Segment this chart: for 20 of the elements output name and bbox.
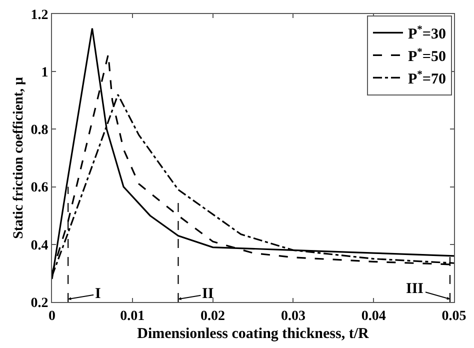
annotation: I xyxy=(95,286,101,302)
legend-label: P$^{*}$=30 xyxy=(408,24,446,43)
y-tick-label: 1 xyxy=(41,66,48,80)
x-tick-label: 0 xyxy=(48,308,56,324)
legend-label: P$^{*}$=50 xyxy=(408,46,446,66)
x-tick-label: 0.05 xyxy=(442,308,466,324)
annotation: II xyxy=(202,286,214,302)
x-axis-title: Dimensionless coating thickness, t/R xyxy=(137,326,370,342)
y-tick-label: 1.2 xyxy=(30,8,48,23)
y-tick-label: 0.4 xyxy=(30,238,48,254)
x-tick-label: 0.04 xyxy=(361,308,386,324)
annotation: III xyxy=(406,281,424,297)
legend-label: P$^{*}$=70 xyxy=(408,69,446,88)
y-tick-label: 0.2 xyxy=(30,296,48,311)
y-tick-label: 0.8 xyxy=(30,123,48,138)
y-tick-label: 0.6 xyxy=(30,180,48,196)
x-tick-label: 0.03 xyxy=(280,308,306,324)
x-tick-label: 0.01 xyxy=(120,308,145,324)
y-axis-title: Static friction coefficient, μ xyxy=(11,77,26,239)
x-tick-label: 0.02 xyxy=(200,308,226,324)
